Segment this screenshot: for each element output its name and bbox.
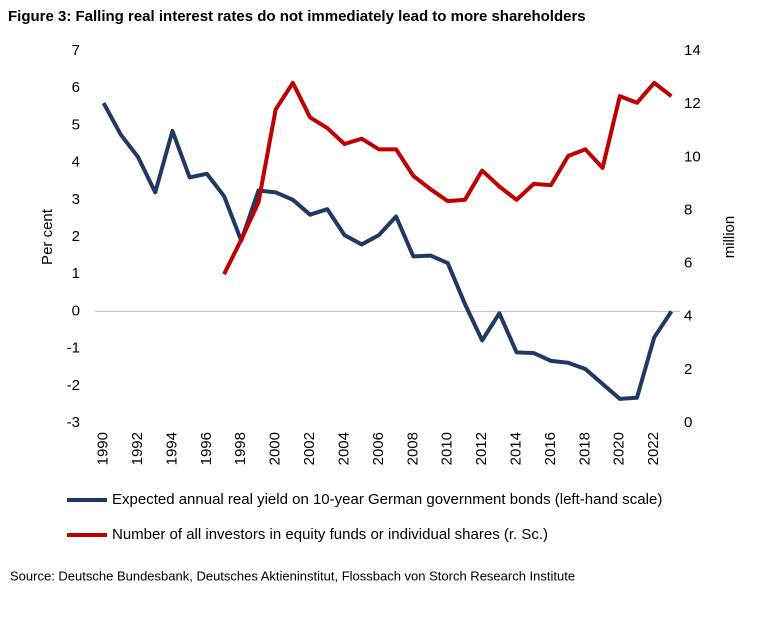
x-tick-label: 2000: [267, 432, 284, 465]
x-tick-label: 2012: [473, 432, 490, 465]
y2-tick-label: 10: [684, 148, 701, 165]
x-tick-label: 2022: [645, 432, 662, 465]
legend-label: Number of all investors in equity funds …: [112, 526, 548, 543]
x-tick-label: 1998: [232, 432, 249, 465]
legend-label: Expected annual real yield on 10-year Ge…: [112, 491, 662, 508]
y-tick-label: -3: [67, 414, 80, 431]
x-tick-label: 2018: [576, 432, 593, 465]
y-tick-label: -2: [67, 377, 80, 394]
y-axis-label: Per cent: [39, 208, 56, 265]
x-tick-label: 2006: [370, 432, 387, 465]
y2-tick-label: 6: [684, 255, 692, 272]
y2-tick-label: 14: [684, 42, 701, 59]
source-note: Source: Deutsche Bundesbank, Deutsches A…: [10, 568, 575, 583]
y-tick-label: 2: [72, 228, 80, 245]
x-tick-label: 2020: [611, 432, 628, 465]
y2-tick-label: 2: [684, 361, 692, 378]
y-tick-label: 4: [72, 154, 80, 171]
y-tick-label: -1: [67, 340, 80, 357]
y2-tick-label: 4: [684, 308, 692, 325]
y2-tick-label: 12: [684, 95, 701, 112]
x-tick-label: 2008: [404, 432, 421, 465]
data-line: [222, 80, 673, 276]
data-line: [101, 102, 674, 401]
y2-tick-label: 0: [684, 414, 692, 431]
x-tick-label: 1990: [95, 432, 112, 465]
x-tick-label: 2002: [301, 432, 318, 465]
y-tick-label: 1: [72, 265, 80, 282]
x-tick-label: 1992: [129, 432, 146, 465]
x-tick-label: 2010: [439, 432, 456, 465]
chart-title: Figure 3: Falling real interest rates do…: [8, 8, 586, 25]
x-tick-label: 1994: [163, 432, 180, 465]
y-tick-label: 0: [72, 302, 80, 319]
y-tick-label: 3: [72, 191, 80, 208]
y-tick-label: 7: [72, 42, 80, 59]
x-tick-label: 2004: [335, 432, 352, 465]
x-tick-label: 1996: [198, 432, 215, 465]
y2-tick-label: 8: [684, 201, 692, 218]
y-tick-label: 5: [72, 116, 80, 133]
y-tick-label: 6: [72, 79, 80, 96]
x-tick-label: 2014: [508, 432, 525, 465]
y2-axis-label: million: [721, 216, 738, 259]
x-tick-label: 2016: [542, 432, 559, 465]
